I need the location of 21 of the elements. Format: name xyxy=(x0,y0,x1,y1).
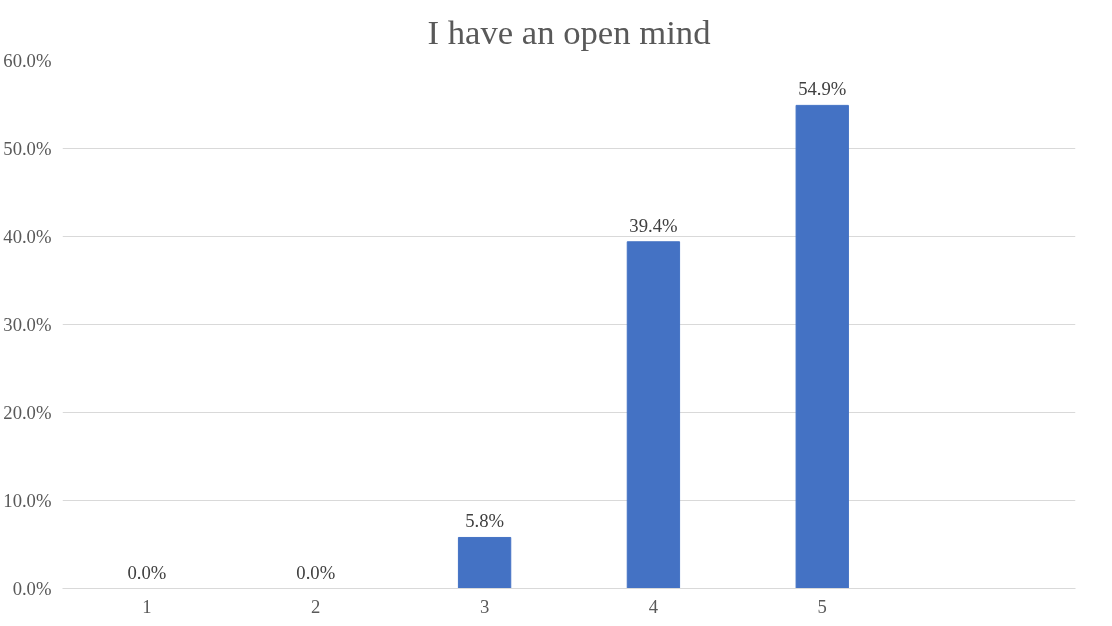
y-tick-label: 50.0% xyxy=(3,138,52,159)
x-tick-label: 1 xyxy=(142,595,152,617)
y-tick-label: 40.0% xyxy=(3,226,52,247)
data-label: 39.4% xyxy=(629,214,678,236)
chart-title: I have an open mind xyxy=(427,12,711,51)
y-tick-label: 30.0% xyxy=(3,314,52,335)
bar xyxy=(626,241,681,589)
x-tick-label: 2 xyxy=(311,595,321,617)
bar xyxy=(457,536,512,589)
y-tick-label: 10.0% xyxy=(3,490,52,511)
bar xyxy=(795,104,849,589)
x-tick-label: 4 xyxy=(648,595,659,617)
y-tick-label: 0.0% xyxy=(12,578,52,599)
y-tick-label: 20.0% xyxy=(3,402,52,423)
data-label: 54.9% xyxy=(798,78,847,100)
x-tick-label: 3 xyxy=(479,595,490,617)
y-tick-label: 60.0% xyxy=(3,50,52,71)
data-label: 0.0% xyxy=(296,561,336,583)
x-tick-label: 5 xyxy=(817,595,827,617)
data-label: 5.8% xyxy=(465,510,505,532)
data-label: 0.0% xyxy=(127,561,167,583)
